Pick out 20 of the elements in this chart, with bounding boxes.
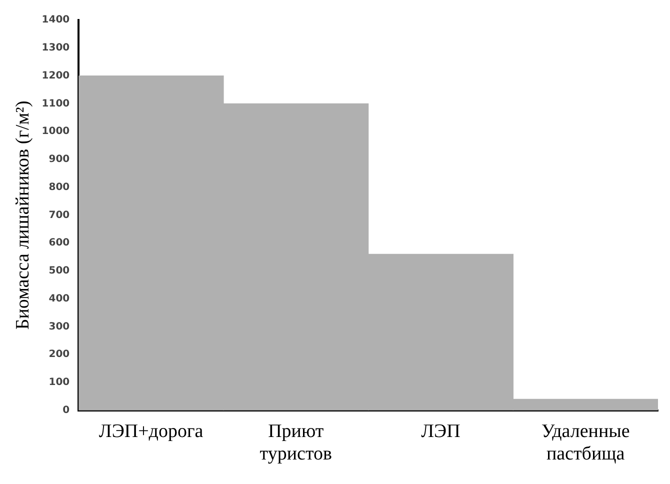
y-tick-label: 200: [48, 349, 70, 360]
y-tick-label: 600: [48, 238, 70, 249]
x-tick-label: ЛЭП+дорога: [98, 420, 204, 442]
y-tick-label: 100: [48, 377, 70, 388]
y-tick-label: 0: [62, 404, 70, 416]
x-tick-label: Приют туристов: [260, 420, 332, 465]
y-tick-label: 300: [48, 321, 70, 332]
y-tick-label: 800: [48, 182, 70, 193]
y-tick-label: 900: [48, 154, 70, 166]
x-tick-label: ЛЭП: [421, 420, 461, 442]
y-tick-label: 1300: [42, 42, 70, 54]
x-tick-label: Удаленные пастбища: [541, 420, 630, 465]
y-tick-label: 1000: [42, 126, 70, 138]
y-tick-label: 400: [48, 293, 70, 304]
y-tick-label: 500: [48, 266, 70, 277]
y-tick-label: 1100: [42, 98, 70, 110]
y-tick-label: 1200: [42, 70, 70, 82]
y-tick-label: 700: [48, 210, 70, 221]
y-tick-label: 1400: [42, 14, 70, 26]
y-axis-title: Биомасса лишайников (г/м²): [12, 100, 34, 330]
